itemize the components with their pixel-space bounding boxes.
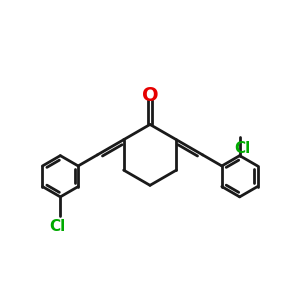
Text: O: O [142,85,158,104]
Text: Cl: Cl [234,141,250,156]
Text: Cl: Cl [50,219,66,234]
